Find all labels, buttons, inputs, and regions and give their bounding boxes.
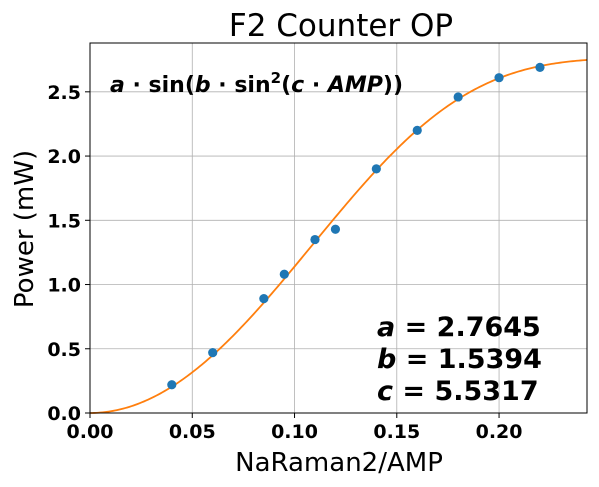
data-point	[167, 380, 177, 390]
data-point	[371, 164, 381, 174]
fit-formula: a · sin(b · sin2(c · AMP))	[110, 69, 403, 98]
plot-frame	[89, 42, 588, 414]
x-tick-label: 0.15	[373, 421, 420, 443]
y-tick-label: 0.5	[47, 339, 81, 361]
chart-title: F2 Counter OP	[229, 8, 453, 44]
y-axis-label: Power (mW)	[10, 150, 40, 308]
data-points-layer	[167, 62, 545, 390]
data-point	[208, 348, 218, 358]
formula-b: b	[195, 73, 211, 98]
x-ticks: 0.00 0.05 0.10 0.15 0.20	[67, 413, 523, 443]
data-point	[279, 269, 289, 279]
param-b: b = 1.5394	[377, 344, 542, 375]
formula-part1: · sin(	[125, 73, 195, 98]
y-tick-label: 2.0	[47, 146, 81, 168]
formula-close: ))	[383, 73, 403, 98]
param-a: a = 2.7645	[377, 312, 541, 343]
x-tick-label: 0.20	[476, 421, 523, 443]
data-point	[535, 62, 545, 73]
y-tick-label: 0.0	[47, 403, 81, 425]
y-tick-label: 1.5	[47, 210, 81, 232]
formula-amp: AMP	[326, 73, 383, 98]
data-point	[494, 73, 504, 83]
data-point	[310, 234, 320, 245]
formula-superscript: 2	[271, 69, 281, 87]
x-axis-label: NaRaman2/AMP	[235, 448, 443, 478]
formula-c: c	[291, 73, 304, 98]
data-point	[453, 92, 463, 102]
x-tick-label: 0.10	[271, 421, 318, 443]
param-c: c = 5.5317	[377, 376, 539, 407]
y-tick-label: 2.5	[47, 82, 81, 104]
formula-part2: · sin	[211, 73, 271, 98]
data-point	[330, 224, 341, 234]
y-ticks: 0.0 0.5 1.0 1.5 2.0 2.5	[47, 82, 90, 425]
x-tick-label: 0.05	[169, 421, 216, 443]
formula-open: (	[281, 73, 291, 98]
x-tick-label: 0.00	[67, 421, 114, 443]
y-tick-label: 1.0	[47, 275, 81, 297]
data-point	[412, 125, 422, 135]
data-point	[259, 294, 269, 304]
formula-a: a	[110, 73, 125, 98]
formula-part3: ·	[304, 73, 328, 98]
